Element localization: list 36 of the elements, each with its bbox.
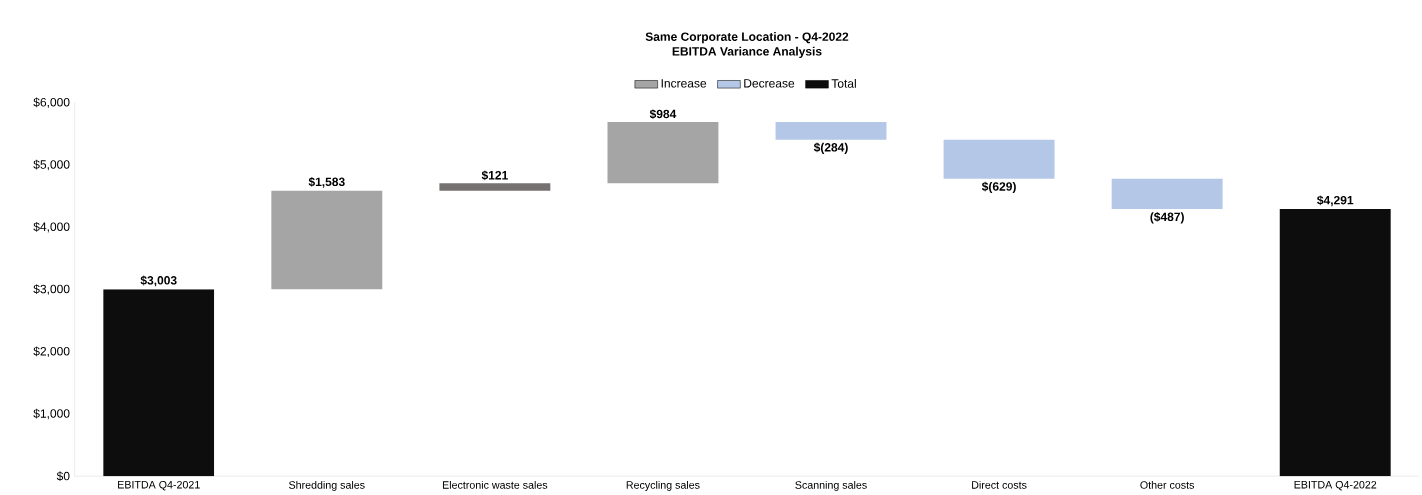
legend-label: Total [831,78,856,88]
x-tick-label: EBITDA Q4-2022 [1294,480,1377,491]
data-label: $121 [481,170,508,181]
y-tick-label: $1,000 [33,408,70,420]
y-tick-label: $3,000 [33,284,70,295]
y-tick-label: $0 [56,471,70,482]
x-tick-label: Electronic waste sales [442,480,548,489]
bar [1111,178,1223,210]
data-label: $(629) [981,181,1016,194]
y-tick-label: $6,000 [33,97,70,108]
bar [271,190,383,290]
data-label: $(284) [813,142,848,155]
data-label: ($487) [1150,212,1184,224]
chart-title: Same Corporate Location - Q4-2022 [645,32,849,44]
bar [1279,209,1391,477]
x-tick-label: EBITDA Q4-2021 [118,480,200,491]
bar [775,121,887,140]
x-tick-label: Other costs [1140,480,1195,489]
bar [943,139,1055,179]
data-label: $1,583 [308,177,345,188]
data-label: $4,291 [1317,195,1354,207]
x-tick-label: Recycling sales [626,480,700,491]
data-label: $3,003 [140,275,177,287]
x-tick-label: Shredding sales [289,480,365,491]
data-label: $984 [649,109,677,120]
x-tick-label: Direct costs [972,480,1027,489]
bar [607,121,719,184]
bar [439,183,551,191]
legend-label: Increase [661,79,707,88]
bar [103,289,215,477]
y-tick-label: $5,000 [33,159,70,171]
chart-subtitle: EBITDA Variance Analysis [672,46,822,59]
y-tick-label: $2,000 [33,346,70,357]
y-tick-label: $4,000 [33,222,70,233]
legend-label: Decrease [744,79,795,88]
x-tick-label: Scanning sales [795,480,867,491]
